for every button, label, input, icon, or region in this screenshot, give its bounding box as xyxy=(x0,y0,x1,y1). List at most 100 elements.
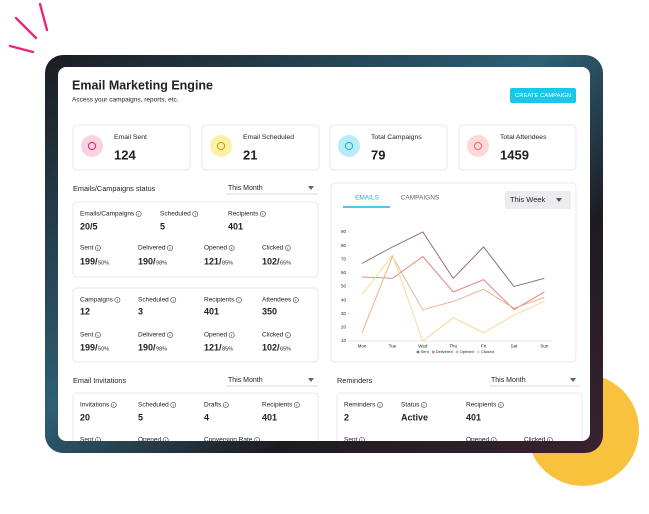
field-rate: 65% xyxy=(280,260,291,266)
sparkle xyxy=(8,44,35,54)
field-label: Conversion Rate xyxy=(204,437,253,444)
field-value: 190/ xyxy=(138,342,156,352)
dropdown-caret[interactable] xyxy=(308,186,314,190)
field-label: Scheduled xyxy=(160,211,191,218)
x-tick-label: Wed xyxy=(418,344,428,349)
info-icon xyxy=(254,437,260,441)
info-icon xyxy=(235,297,242,303)
field-value: 20/5 xyxy=(80,221,98,231)
stat-label: Total Attendees xyxy=(500,134,547,141)
field-label: Scheduled xyxy=(138,402,169,409)
reminders-panel xyxy=(336,392,583,441)
stat-icon xyxy=(87,141,97,151)
info-icon xyxy=(228,245,235,251)
field-rate: 98% xyxy=(156,260,167,266)
dropdown-value[interactable]: This Month xyxy=(228,377,263,384)
info-icon xyxy=(162,437,169,441)
field-label: Recipients xyxy=(262,402,293,409)
field-label: Recipients xyxy=(228,211,259,218)
field-label: Opened xyxy=(204,332,228,339)
stat-card xyxy=(72,124,191,171)
info-icon xyxy=(170,297,177,303)
field-label: Sent xyxy=(344,437,358,444)
y-tick-label: 50 xyxy=(341,284,347,289)
field-label: Attendees xyxy=(262,297,292,304)
create-button[interactable] xyxy=(510,88,576,103)
info-icon xyxy=(110,402,117,408)
stat-value: 21 xyxy=(243,147,257,162)
field-value: 12 xyxy=(80,306,90,316)
legend-label: Delivered xyxy=(436,349,453,354)
field-value: 401 xyxy=(228,221,243,231)
info-icon xyxy=(546,437,553,441)
series-line xyxy=(361,254,545,342)
field-value: 4 xyxy=(204,412,209,422)
field-value: 121/ xyxy=(204,256,222,266)
stat-card xyxy=(201,124,320,171)
field-value: 401 xyxy=(204,306,219,316)
field-label: Clicked xyxy=(524,437,546,444)
dropdown-caret[interactable] xyxy=(308,378,314,382)
stat-label: Total Campaigns xyxy=(371,134,422,141)
field-rate: 50% xyxy=(98,346,109,352)
x-tick-label: Fri xyxy=(481,344,486,349)
field-label: Drafts xyxy=(204,402,222,409)
y-tick-label: 10 xyxy=(341,338,347,343)
info-icon xyxy=(497,402,504,408)
info-icon xyxy=(192,211,199,217)
info-icon xyxy=(293,402,300,408)
dropdown-value[interactable]: This Month xyxy=(228,185,263,192)
field-label: Sent xyxy=(80,245,94,252)
field-value: 102/ xyxy=(262,342,280,352)
y-tick-label: 30 xyxy=(341,311,347,316)
sparkles xyxy=(8,2,49,54)
dropdown-caret[interactable] xyxy=(570,378,576,382)
chart-tab[interactable]: CAMPAIGNS xyxy=(401,195,440,202)
field-rate: 85% xyxy=(222,260,233,266)
info-icon xyxy=(222,402,229,408)
page-subtitle: Access your campaigns, reports, etc. xyxy=(72,97,179,104)
info-icon xyxy=(284,332,291,338)
chart-tab[interactable]: EMAILS xyxy=(355,195,380,202)
info-icon xyxy=(94,245,101,251)
info-icon xyxy=(284,245,291,251)
button-label[interactable]: CREATE CAMPAIGN xyxy=(515,93,571,99)
stat-icon xyxy=(344,141,354,151)
info-icon xyxy=(259,211,266,217)
dropdown-caret[interactable] xyxy=(556,198,562,202)
stat-card xyxy=(329,124,448,171)
series-line xyxy=(361,255,545,311)
info-icon xyxy=(94,332,101,338)
chart-panel xyxy=(330,182,577,363)
field-label: Recipients xyxy=(466,402,497,409)
legend-label: Clicked xyxy=(481,349,494,354)
info-icon xyxy=(377,402,383,408)
dropdown-value[interactable]: This Week xyxy=(510,195,546,204)
week-dropdown[interactable] xyxy=(505,191,571,209)
stat-icon-bg xyxy=(467,135,489,157)
field-label: Recipients xyxy=(204,297,235,304)
field-value: 401 xyxy=(262,412,277,422)
x-tick-label: Sat xyxy=(511,344,519,349)
field-value: 199/ xyxy=(80,342,98,352)
field-label: Campaigns xyxy=(80,297,114,304)
section-title: Emails/Campaigns status xyxy=(73,184,156,193)
dropdown-value[interactable]: This Month xyxy=(491,377,526,384)
legend-swatch xyxy=(431,350,435,354)
stat-value: 124 xyxy=(114,147,136,162)
field-value: 199/ xyxy=(80,256,98,266)
field-label: Clicked xyxy=(262,245,284,252)
stat-card xyxy=(458,124,577,171)
field-label: Opened xyxy=(204,245,228,252)
y-tick-label: 20 xyxy=(341,325,347,330)
field-value: Active xyxy=(401,412,428,422)
legend-swatch xyxy=(476,350,480,354)
x-tick-label: Thu xyxy=(449,344,457,349)
series-line xyxy=(361,255,545,333)
field-rate: 98% xyxy=(156,346,167,352)
field-value: 2 xyxy=(344,412,349,422)
page-title: Email Marketing Engine xyxy=(72,78,213,92)
info-icon xyxy=(228,332,235,338)
